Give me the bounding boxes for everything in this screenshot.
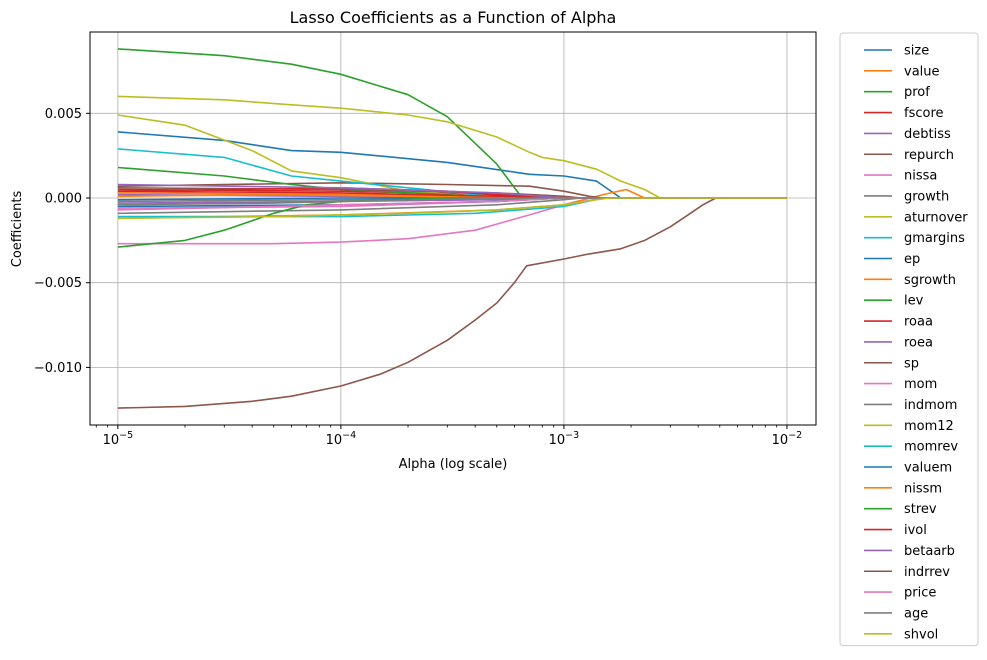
legend-entry-nissa: nissa bbox=[904, 169, 937, 184]
legend-entry-ep: ep bbox=[904, 252, 920, 267]
legend-box bbox=[839, 32, 979, 647]
series-line-size bbox=[117, 131, 787, 199]
x-tick-label: 10−3 bbox=[549, 430, 580, 448]
legend-entry-value: value bbox=[904, 64, 940, 79]
legend-entry-repurch: repurch bbox=[904, 148, 954, 163]
legend-entry-lev: lev bbox=[904, 294, 924, 309]
series-lines bbox=[117, 48, 787, 409]
legend-entry-price: price bbox=[904, 586, 936, 601]
legend: size value prof fscore debtiss repurch nissa gr… bbox=[839, 32, 979, 647]
legend-entry-gmargins: gmargins bbox=[904, 231, 965, 246]
x-axis: 10−5 10−4 10−3 10−2 bbox=[95, 425, 803, 448]
legend-entry-age: age bbox=[904, 606, 928, 621]
legend-entry-aturnover: aturnover bbox=[904, 210, 968, 225]
y-tick-label: −0.010 bbox=[34, 361, 82, 376]
legend-entry-momrev: momrev bbox=[904, 440, 958, 455]
legend-entry-betaarb: betaarb bbox=[904, 544, 955, 559]
chart-title: Lasso Coefficients as a Function of Alph… bbox=[290, 8, 617, 27]
legend-entry-size: size bbox=[904, 44, 929, 59]
x-tick-label: 10−4 bbox=[326, 430, 357, 448]
plot-frame bbox=[89, 31, 817, 426]
legend-entry-nissm: nissm bbox=[904, 481, 942, 496]
legend-entry-sgrowth: sgrowth bbox=[904, 273, 956, 288]
legend-entry-growth: growth bbox=[904, 189, 949, 204]
legend-entry-valuem: valuem bbox=[904, 461, 952, 476]
legend-entry-shvol: shvol bbox=[904, 627, 938, 642]
series-line-prof bbox=[117, 48, 787, 199]
legend-entry-sp: sp bbox=[904, 356, 919, 371]
legend-entry-roaa: roaa bbox=[904, 315, 933, 330]
legend-entry-roea: roea bbox=[904, 335, 933, 350]
y-tick-label: 0.000 bbox=[45, 192, 82, 207]
y-axis: −0.010 −0.005 0.000 0.005 bbox=[34, 107, 90, 376]
x-tick-label: 10−2 bbox=[772, 430, 803, 448]
legend-entry-indmom: indmom bbox=[904, 398, 957, 413]
y-tick-label: −0.005 bbox=[34, 276, 82, 291]
legend-entry-fscore: fscore bbox=[904, 106, 944, 121]
series-line-strev bbox=[117, 197, 787, 248]
series-line-indrrev bbox=[117, 197, 787, 409]
legend-entry-mom: mom bbox=[904, 377, 937, 392]
x-tick-label: 10−5 bbox=[103, 430, 134, 448]
legend-entry-indrrev: indrrev bbox=[904, 565, 950, 580]
legend-entry-ivol: ivol bbox=[904, 523, 927, 538]
series-line-mom12 bbox=[117, 95, 787, 199]
x-axis-label: Alpha (log scale) bbox=[399, 457, 508, 472]
y-tick-label: 0.005 bbox=[45, 107, 82, 122]
legend-entry-strev: strev bbox=[904, 502, 937, 517]
legend-entry-mom12: mom12 bbox=[904, 419, 954, 434]
series-line-shvol bbox=[117, 197, 787, 220]
legend-entry-prof: prof bbox=[904, 85, 930, 100]
y-axis-label: Coefficients bbox=[10, 191, 25, 268]
legend-entry-debtiss: debtiss bbox=[904, 127, 951, 142]
